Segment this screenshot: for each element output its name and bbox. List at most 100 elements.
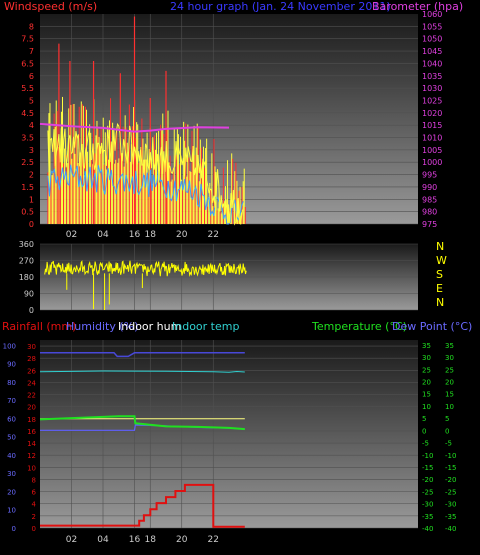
direction-y-tick-label: 0	[29, 306, 34, 315]
chart-title: 24 hour graph (Jan. 24 November 2011)	[170, 0, 391, 13]
indoor-temp-line	[39, 370, 245, 373]
wind-y-tick-label: 1.5	[21, 183, 34, 192]
rain-y-tick-label: 12	[27, 452, 36, 460]
barometer-y-tick-label: 975	[422, 220, 437, 229]
temp-plot-area	[40, 340, 418, 528]
wind-x-ticks: 02 04 16 18 20 22	[66, 230, 219, 240]
temp-y-tick-label: 15	[422, 391, 431, 399]
barometer-y-tick-label: 1005	[422, 146, 442, 155]
wind-y-tick-label: 5.5	[21, 84, 34, 93]
humidity-y-tick-label: 40	[7, 452, 16, 460]
temp-x-tick-label: 18	[145, 535, 157, 545]
temp-x-tick-label: 04	[97, 535, 109, 545]
rainfall-line	[40, 483, 245, 528]
wind-y-tick-label: 3	[29, 146, 34, 155]
temp-y-tick-label: 25	[422, 366, 431, 374]
windspeed-label: Windspeed (m/s)	[4, 0, 97, 13]
rain-y-tick-label: 28	[27, 355, 36, 363]
temp-y-tick-label-outer: 30	[445, 354, 454, 362]
temp-y-tick-label-outer: 5	[445, 415, 449, 423]
humidity-y-tick-label: 60	[7, 415, 16, 423]
indoor-temp-label: Indoor temp	[172, 320, 239, 333]
temp-y-tick-label: -15	[422, 464, 433, 472]
wind-y-tick-label: 1	[29, 195, 34, 204]
temp-x-tick-label: 20	[176, 535, 188, 545]
humidity-y-tick-label: 0	[12, 525, 16, 533]
temp-x-tick-label: 16	[129, 535, 141, 545]
direction-y-ticks: 0 90 180 270 360	[19, 240, 34, 315]
rain-y-tick-label: 8	[32, 476, 36, 484]
temp-y-tick-label-outer: -40	[445, 525, 456, 533]
temp-y-tick-label: -30	[422, 501, 433, 509]
wind-y-tick-label: 7.5	[21, 35, 34, 44]
rain-y-tick-label: 0	[32, 525, 36, 533]
compass-letter: W	[436, 254, 447, 267]
humidity-line	[40, 352, 245, 358]
temp-y-tick-label-outer: 15	[445, 391, 454, 399]
wind-x-tick-label: 18	[145, 230, 157, 240]
barometer-y-tick-label: 1015	[422, 121, 442, 130]
wind-x-tick-label: 04	[97, 230, 109, 240]
temp-y-tick-label: 20	[422, 379, 431, 387]
temp-y-ticks: -40 -35 -30 -25 -20 -15 -10 -5 0 5 10 15 20 25 30 35	[422, 342, 433, 533]
barometer-y-tick-label: 985	[422, 195, 437, 204]
barometer-y-tick-label: 995	[422, 171, 437, 180]
barometer-y-tick-label: 1050	[422, 35, 442, 44]
barometer-y-tick-label: 1030	[422, 84, 442, 93]
barometer-label: Barometer (hpa)	[372, 0, 463, 13]
temp-y-tick-label: -10	[422, 452, 433, 460]
barometer-y-tick-label: 1040	[422, 59, 442, 68]
rain-y-tick-label: 20	[27, 404, 36, 412]
temp-y-tick-label-outer: 35	[445, 342, 454, 350]
temp-y-tick-label-outer: -15	[445, 464, 456, 472]
wind-x-tick-label: 22	[208, 230, 219, 240]
humidity-y-tick-label: 10	[7, 507, 16, 515]
temp-x-tick-label: 22	[208, 535, 219, 545]
humidity-y-tick-label: 20	[7, 488, 16, 496]
temp-y-tick-label: 35	[422, 342, 431, 350]
rain-y-tick-label: 18	[27, 416, 36, 424]
humidity-label: Humidity (%)	[66, 320, 138, 333]
direction-y-tick-label: 270	[19, 257, 34, 266]
barometer-line	[39, 122, 230, 133]
barometer-y-tick-label: 1035	[422, 72, 442, 81]
rain-y-tick-label: 4	[32, 501, 37, 509]
barometer-y-tick-label: 1020	[422, 109, 442, 118]
humidity-y-tick-label: 80	[7, 379, 16, 387]
temp-y-tick-label-outer: -35	[445, 513, 456, 521]
dew-point-label: Dew Point (°C)	[392, 320, 472, 333]
indoor-hum-label: Indoor hum	[118, 320, 181, 333]
direction-line	[44, 260, 247, 310]
humidity-y-tick-label: 90	[7, 361, 16, 369]
temp-y-tick-label: -25	[422, 488, 433, 496]
rain-y-tick-label: 24	[27, 379, 36, 387]
temp-y-tick-label-outer: 20	[445, 379, 454, 387]
barometer-y-tick-label: 1000	[422, 158, 442, 167]
temp-y-tick-label: 10	[422, 403, 431, 411]
wind-avg-line	[47, 164, 244, 225]
barometer-y-tick-label: 1045	[422, 47, 442, 56]
barometer-y-tick-label: 1025	[422, 96, 442, 105]
barometer-y-tick-label: 990	[422, 183, 437, 192]
wind-y-tick-label: 0.5	[21, 208, 34, 217]
rain-y-tick-label: 10	[27, 464, 36, 472]
rain-y-tick-label: 16	[27, 428, 36, 436]
wind-y-tick-label: 3.5	[21, 134, 34, 143]
temp-y-tick-label-outer: -30	[445, 501, 456, 509]
humidity-y-ticks: 0 10 20 30 40 50 60 70 80 90 100	[3, 342, 16, 533]
compass-letter: N	[436, 296, 444, 309]
compass-letter: N	[436, 240, 444, 253]
humidity-y-tick-label: 30	[7, 470, 16, 478]
barometer-y-ticks: 975 980 985 990 995 1000 1005 1010 1015 1020 1025 1…	[422, 10, 442, 229]
temp-lines	[39, 352, 245, 528]
humidity-y-tick-label: 50	[7, 434, 16, 442]
temp-y-tick-label-outer: -20	[445, 476, 456, 484]
humidity-y-tick-label: 100	[3, 342, 16, 350]
temp-y-tick-label-outer: 25	[445, 366, 454, 374]
direction-y-tick-label: 90	[24, 290, 34, 299]
wind-y-ticks: 0 0.5 1 1.5 2 2.5 3 3.5 4 4.5 5 5.5 6 6.5 7 7.5 8	[21, 22, 34, 229]
compass-letter: S	[436, 268, 443, 281]
rain-y-tick-label: 30	[27, 343, 36, 351]
